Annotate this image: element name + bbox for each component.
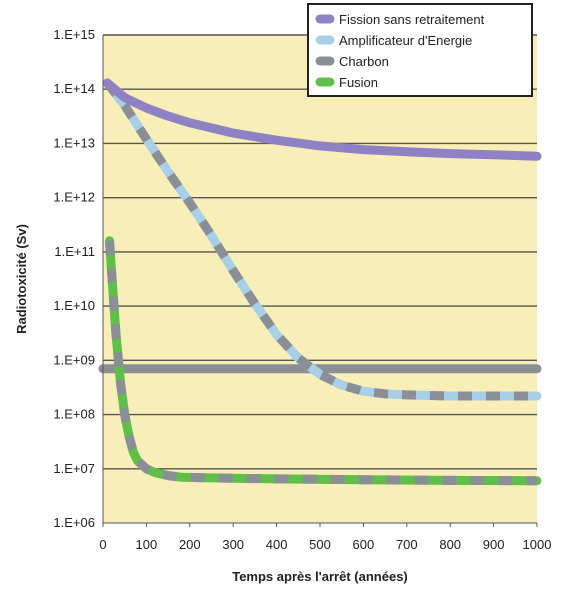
x-tick-label: 400 bbox=[266, 537, 288, 552]
legend: Fission sans retraitement Amplificateur d… bbox=[307, 3, 533, 97]
y-axis-title: Radiotoxicité (Sv) bbox=[14, 224, 29, 334]
x-tick-label: 300 bbox=[222, 537, 244, 552]
series-line-fission-sans-retraitement bbox=[102, 78, 542, 161]
y-tick-label: 1.E+11 bbox=[54, 244, 95, 259]
y-tick-label: 1.E+10 bbox=[53, 298, 95, 313]
y-tick-label: 1.E+08 bbox=[53, 407, 95, 422]
data-series bbox=[98, 78, 542, 486]
legend-label: Fusion bbox=[339, 75, 378, 90]
legend-label: Fission sans retraitement bbox=[339, 12, 485, 27]
legend-label: Charbon bbox=[339, 54, 389, 69]
y-tick-label: 1.E+14 bbox=[53, 81, 95, 96]
x-tick-label: 200 bbox=[179, 537, 201, 552]
x-tick-label: 700 bbox=[396, 537, 418, 552]
series-dash-amplificateur-d-energie bbox=[103, 80, 537, 401]
y-tick-labels: 1.E+06 1.E+07 1.E+08 1.E+09 1.E+10 1.E+11 1.E+… bbox=[53, 27, 95, 530]
y-tick-label: 1.E+15 bbox=[53, 27, 95, 42]
x-tick-label: 900 bbox=[483, 537, 505, 552]
legend-box bbox=[307, 3, 533, 97]
x-tick-label: 800 bbox=[439, 537, 461, 552]
series-dash-fusion bbox=[105, 240, 538, 486]
x-tick-label: 100 bbox=[136, 537, 158, 552]
x-tick-labels: 0 100 200 300 400 500 600 700 800 900 1000 bbox=[99, 523, 551, 552]
legend-label: Amplificateur d'Energie bbox=[339, 33, 472, 48]
y-tick-label: 1.E+12 bbox=[53, 190, 95, 205]
x-tick-label: 600 bbox=[353, 537, 375, 552]
y-tick-label: 1.E+07 bbox=[53, 461, 95, 476]
y-tick-label: 1.E+06 bbox=[53, 515, 95, 530]
x-tick-label: 500 bbox=[309, 537, 331, 552]
x-tick-label: 1000 bbox=[523, 537, 552, 552]
x-tick-label: 0 bbox=[99, 537, 106, 552]
y-tick-label: 1.E+09 bbox=[53, 352, 95, 367]
y-tick-label: 1.E+13 bbox=[53, 135, 95, 150]
x-axis-title: Temps après l'arrêt (années) bbox=[232, 569, 408, 584]
plot-area bbox=[103, 35, 537, 523]
